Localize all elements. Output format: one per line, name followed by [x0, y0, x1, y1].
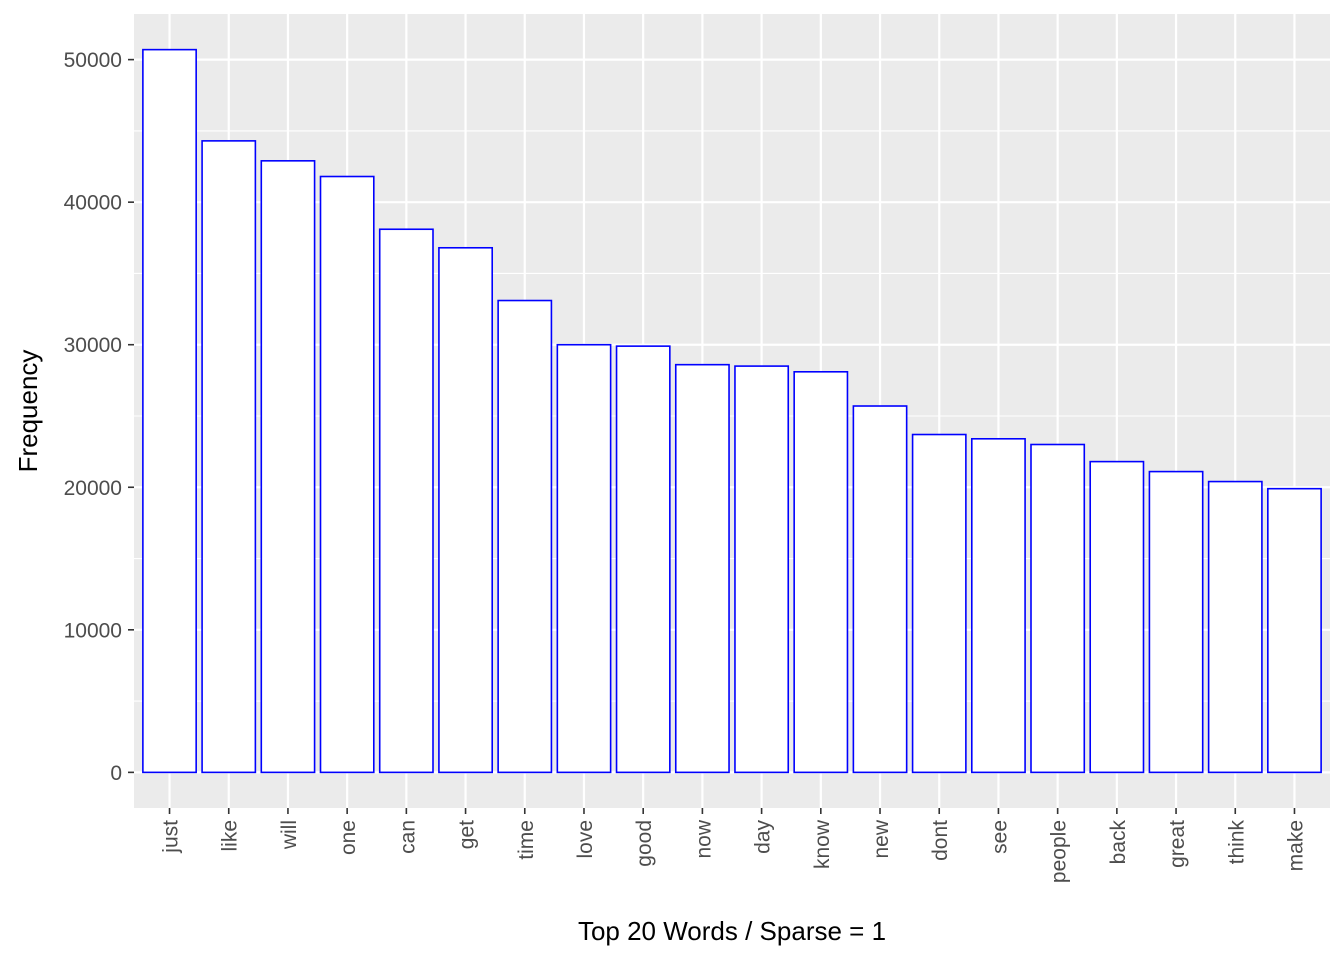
bar-back [1089, 460, 1145, 774]
y-tick-label: 50000 [64, 49, 122, 72]
x-tick-label-make: make [1284, 820, 1307, 871]
bar-now [674, 363, 730, 774]
x-axis-title: Top 20 Words / Sparse = 1 [578, 916, 886, 946]
y-tick-label: 0 [110, 762, 122, 785]
x-tick-label-will: will [278, 820, 301, 850]
x-tick-label-think: think [1225, 820, 1248, 865]
bar-good [615, 345, 671, 774]
x-tick-label-good: good [633, 820, 656, 867]
bar-just [142, 48, 197, 774]
bar-new [852, 405, 908, 774]
x-tick-label-love: love [574, 820, 597, 859]
bar-one [319, 175, 375, 774]
x-tick-label-day: day [752, 820, 775, 854]
bar-know [793, 370, 849, 774]
x-tick-label-back: back [1107, 820, 1130, 865]
bar-people [1030, 443, 1086, 774]
bars [142, 48, 1322, 774]
y-tick-label: 40000 [64, 192, 122, 215]
bar-day [734, 365, 790, 774]
y-tick-label: 10000 [64, 619, 122, 642]
x-tick-label-see: see [988, 820, 1011, 854]
y-axis-title: Frequency [13, 350, 43, 473]
y-tick-label: 20000 [64, 477, 122, 500]
x-tick-label-just: just [160, 820, 183, 854]
x-tick-label-get: get [456, 820, 479, 849]
y-tick-label: 30000 [64, 334, 122, 357]
bar-will [260, 160, 316, 774]
bar-can [378, 228, 434, 774]
x-tick-label-great: great [1166, 820, 1189, 868]
x-tick-label-dont: dont [929, 820, 952, 861]
bar-get [438, 246, 494, 774]
bar-dont [911, 433, 967, 774]
bar-time [497, 299, 553, 774]
x-tick-label-one: one [337, 820, 360, 855]
bar-think [1207, 480, 1263, 774]
x-tick-label-can: can [396, 820, 419, 854]
bar-see [970, 437, 1026, 774]
x-axis: just like will one can get time love good now day k… [160, 808, 1307, 883]
x-tick-label-like: like [219, 820, 242, 852]
bar-make [1267, 487, 1322, 774]
x-tick-label-people: people [1048, 820, 1071, 883]
bar-like [201, 140, 257, 774]
x-tick-label-new: new [870, 819, 893, 858]
x-tick-label-time: time [515, 820, 538, 860]
x-tick-label-know: know [811, 819, 834, 869]
bar-love [556, 343, 612, 774]
x-tick-label-now: now [692, 819, 715, 858]
y-axis: 0 10000 20000 30000 40000 50000 [64, 49, 134, 785]
bar-great [1148, 470, 1204, 774]
